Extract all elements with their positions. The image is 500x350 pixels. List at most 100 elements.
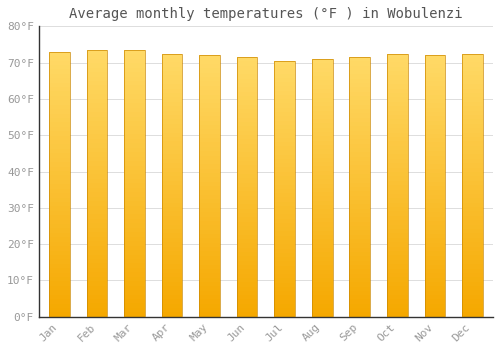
Bar [350,256,370,260]
Bar [162,93,182,97]
Bar [424,138,445,142]
Bar [462,115,482,119]
Bar [162,220,182,225]
Bar [424,82,445,86]
Bar [424,155,445,160]
Bar [274,65,295,69]
Bar [237,239,258,243]
Bar [86,237,108,241]
Bar [312,184,332,188]
Bar [462,128,482,133]
Bar [86,290,108,295]
Bar [424,90,445,94]
Bar [462,264,482,268]
Bar [350,234,370,239]
Bar [237,287,258,291]
Bar [462,80,482,84]
Bar [424,169,445,173]
Bar [200,182,220,186]
Bar [237,178,258,183]
Bar [462,172,482,176]
Bar [237,196,258,200]
Bar [49,105,70,109]
Bar [350,96,370,100]
Bar [86,277,108,281]
Bar [274,176,295,180]
Bar [124,152,145,157]
Bar [237,92,258,96]
Bar [312,179,332,184]
Bar [162,176,182,181]
Bar [312,93,332,98]
Bar [350,118,370,122]
Bar [49,295,70,299]
Bar [312,248,332,252]
Bar [200,251,220,256]
Bar [462,154,482,159]
Bar [462,304,482,308]
Bar [350,57,370,62]
Bar [162,308,182,313]
Bar [200,295,220,299]
Bar [462,111,482,115]
Bar [162,128,182,133]
Bar [274,155,295,159]
Bar [200,308,220,313]
Bar [124,81,145,85]
Bar [200,173,220,177]
Bar [387,84,407,89]
Bar [350,131,370,135]
Bar [462,290,482,295]
Bar [86,197,108,201]
Bar [424,99,445,103]
Bar [312,205,332,209]
Bar [162,84,182,89]
Bar [350,291,370,295]
Bar [387,260,407,264]
Bar [387,268,407,273]
Bar [124,205,145,210]
Bar [350,57,370,317]
Bar [237,209,258,213]
Bar [274,266,295,270]
Bar [86,183,108,188]
Bar [350,187,370,191]
Bar [124,77,145,81]
Bar [312,85,332,89]
Bar [200,234,220,238]
Bar [200,199,220,203]
Bar [312,98,332,102]
Bar [49,273,70,277]
Bar [312,222,332,226]
Bar [237,304,258,308]
Bar [350,239,370,243]
Bar [49,246,70,251]
Bar [350,126,370,131]
Bar [124,264,145,268]
Bar [86,90,108,94]
Bar [274,61,295,317]
Bar [312,166,332,171]
Bar [49,74,70,78]
Bar [350,287,370,291]
Bar [387,163,407,168]
Bar [462,54,482,317]
Bar [162,313,182,317]
Bar [387,115,407,119]
Bar [162,295,182,299]
Bar [49,219,70,224]
Bar [200,256,220,260]
Bar [274,133,295,138]
Bar [462,299,482,304]
Bar [312,274,332,278]
Bar [237,269,258,274]
Bar [387,54,407,317]
Bar [200,94,220,99]
Bar [237,57,258,317]
Bar [237,252,258,256]
Bar [200,243,220,247]
Bar [124,290,145,295]
Bar [462,247,482,251]
Bar [350,204,370,209]
Bar [462,238,482,242]
